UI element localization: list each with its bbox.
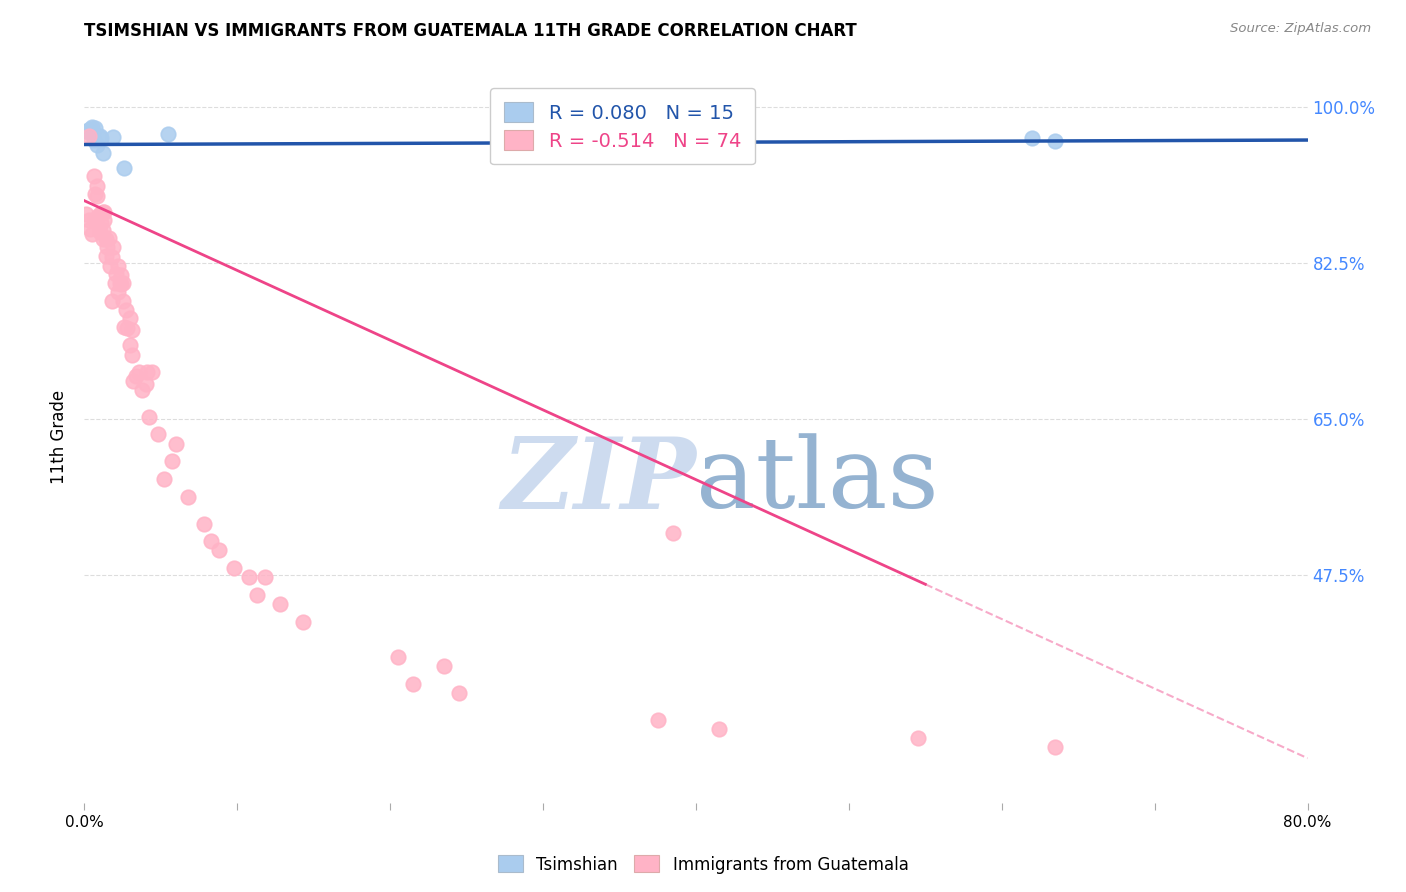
Point [121,348,143,362]
Point [387,650,409,665]
Point [101,250,124,264]
Text: TSIMSHIAN VS IMMIGRANTS FROM GUATEMALA 11TH GRADE CORRELATION CHART: TSIMSHIAN VS IMMIGRANTS FROM GUATEMALA 1… [84,22,858,40]
Point [177,490,200,504]
Point [447,686,470,700]
Point [200,534,222,549]
Point [84,213,107,227]
Point [98,259,121,273]
Point [160,454,183,468]
Point [907,731,929,745]
Point [93,213,115,227]
Point [103,130,125,145]
Point [94,232,117,246]
Point [193,516,215,531]
Point [433,659,456,673]
Point [94,249,117,263]
Point [108,276,131,290]
Point [79,222,101,236]
Point [224,561,246,575]
Point [83,169,105,183]
Point [103,240,125,254]
Point [91,205,114,219]
Point [110,277,132,291]
Point [138,409,160,424]
Point [77,128,100,143]
Point [131,383,153,397]
Point [146,427,169,442]
Point [114,303,136,318]
Point [153,472,176,486]
Point [165,437,187,451]
Point [101,293,124,308]
Point [75,207,97,221]
Point [115,321,138,335]
Point [77,125,100,139]
Point [104,276,127,290]
Legend: Tsimshian, Immigrants from Guatemala: Tsimshian, Immigrants from Guatemala [489,847,917,882]
Point [90,216,112,230]
Point [91,146,114,161]
Point [253,570,276,584]
Point [105,267,128,281]
Point [662,525,685,540]
Point [141,365,163,379]
Y-axis label: 11th Grade: 11th Grade [51,390,69,484]
Point [269,597,291,611]
Point [84,121,107,136]
Point [89,225,111,239]
Point [122,374,145,388]
Point [83,133,105,147]
Point [84,186,107,201]
Legend: R = 0.080   N = 15, R = -0.514   N = 74: R = 0.080 N = 15, R = -0.514 N = 74 [491,88,755,164]
Point [107,285,129,299]
Point [77,213,100,227]
Point [80,227,103,241]
Point [121,323,143,337]
Point [111,276,134,290]
Point [75,124,97,138]
Point [238,570,260,584]
Point [112,320,135,334]
Point [79,122,101,136]
Point [120,311,142,326]
Point [91,232,114,246]
Point [208,543,231,558]
Point [86,137,108,152]
Point [1021,131,1043,145]
Point [96,240,118,254]
Text: Source: ZipAtlas.com: Source: ZipAtlas.com [1230,22,1371,36]
Point [246,588,269,602]
Point [91,223,114,237]
Point [135,376,157,391]
Point [89,129,111,144]
Point [87,209,110,223]
Point [110,268,132,282]
Point [292,615,315,629]
Point [128,365,150,379]
Point [112,161,135,175]
Point [402,677,425,691]
Point [647,713,669,727]
Text: ZIP: ZIP [501,433,696,529]
Point [89,207,111,221]
Point [120,338,142,352]
Point [125,369,148,384]
Point [111,293,134,308]
Point [97,231,120,245]
Point [86,178,108,193]
Point [157,127,180,141]
Point [707,722,730,736]
Point [90,131,112,145]
Point [86,189,108,203]
Text: atlas: atlas [696,434,939,529]
Point [80,120,103,134]
Point [1045,134,1067,148]
Point [1045,739,1067,754]
Point [136,365,159,379]
Point [107,259,129,273]
Point [93,205,115,219]
